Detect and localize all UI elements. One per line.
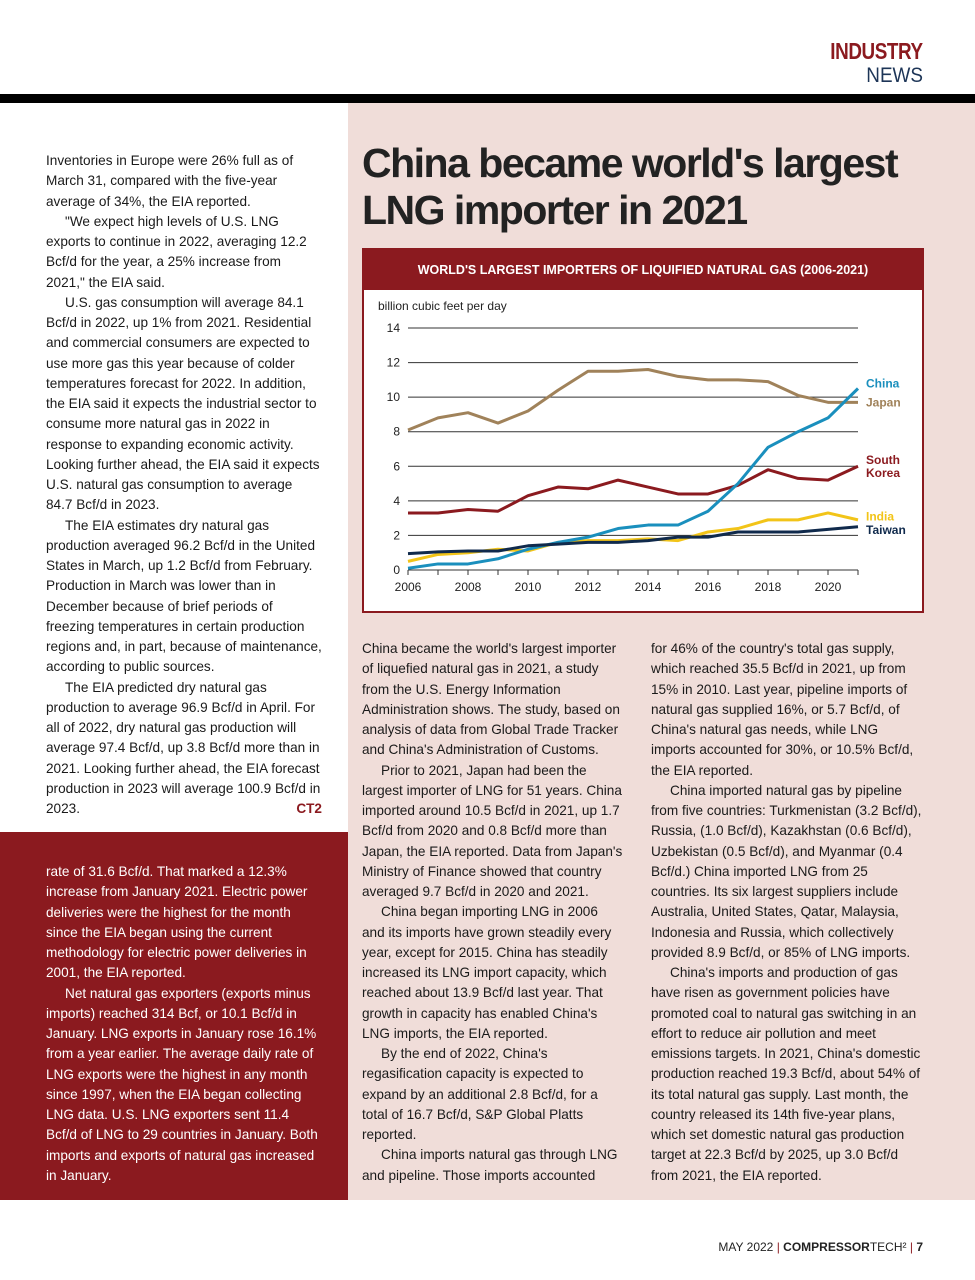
y-tick-label: 2 [393, 528, 400, 542]
legend-label: Korea [866, 466, 900, 480]
paragraph: By the end of 2022, China's regasificati… [362, 1046, 598, 1142]
chart-plot: billion cubic feet per day 0 2 4 6 8 10 12 14 200… [378, 299, 906, 594]
paragraph: Net natural gas exporters (exports minus… [46, 985, 318, 1183]
y-tick-label: 10 [387, 390, 401, 404]
paragraph: China became the world's largest importe… [362, 641, 620, 758]
header-rule [0, 94, 975, 103]
legend-label: India [866, 509, 894, 523]
x-tick-label: 2008 [455, 580, 482, 594]
y-tick-label: 12 [387, 356, 401, 370]
x-tick-label: 2012 [575, 580, 602, 594]
y-tick-label: 14 [387, 321, 401, 335]
article-title: China became world's largest LNG importe… [362, 140, 899, 233]
y-tick-label: 0 [393, 563, 400, 577]
brand-bold: COMPRESSOR [783, 1240, 870, 1254]
series-line-taiwan [407, 525, 859, 556]
paragraph: "We expect high levels of U.S. LNG expor… [46, 213, 307, 290]
series-line-south-korea [408, 464, 859, 515]
y-axis-label: billion cubic feet per day [378, 299, 507, 313]
paragraph: The EIA predicted dry natural gas produc… [46, 679, 321, 817]
x-tick-label: 2010 [515, 580, 542, 594]
right-column: for 46% of the country's total gas suppl… [651, 639, 925, 1186]
legend-label: Japan [866, 395, 901, 409]
paragraph: China imports natural gas through LNG an… [362, 1147, 618, 1183]
paragraph: China imported natural gas by pipeline f… [651, 782, 922, 960]
sidebar-text: rate of 31.6 Bcf/d. That marked a 12.3% … [46, 862, 322, 1186]
paragraph: rate of 31.6 Bcf/d. That marked a 12.3% … [46, 864, 308, 981]
issue-date: MAY 2022 [718, 1240, 774, 1254]
series-line-japan [407, 367, 858, 432]
sidebar-box [0, 832, 348, 1200]
left-column: Inventories in Europe were 26% full as o… [46, 151, 322, 819]
x-tick-label: 2006 [395, 580, 422, 594]
section-sublabel: NEWS [866, 64, 923, 87]
legend-label: Taiwan [866, 523, 906, 537]
paragraph: China's imports and production of gas ha… [651, 965, 921, 1183]
y-tick-label: 8 [393, 425, 400, 439]
paragraph: China began importing LNG in 2006 and it… [362, 904, 612, 1041]
series-line-china [407, 387, 860, 570]
x-tick-label: 2018 [755, 580, 782, 594]
y-tick-label: 6 [393, 459, 400, 473]
chart: WORLD'S LARGEST IMPORTERS OF LIQUIFIED N… [362, 248, 924, 613]
middle-column: China became the world's largest importe… [362, 639, 624, 1186]
page-number: 7 [916, 1240, 923, 1254]
brand-light: TECH² [869, 1240, 907, 1254]
legend-label: South [866, 453, 900, 467]
x-tick-label: 2016 [695, 580, 722, 594]
x-tick-label: 2014 [635, 580, 662, 594]
paragraph: Prior to 2021, Japan had been the larges… [362, 762, 623, 900]
paragraph: The EIA estimates dry natural gas produc… [46, 517, 322, 675]
x-tick-label: 2020 [815, 580, 842, 594]
y-tick-label: 4 [393, 494, 400, 508]
section-label: INDUSTRY [830, 38, 924, 64]
legend-label: China [866, 376, 900, 390]
paragraph: U.S. gas consumption will average 84.1 B… [46, 294, 320, 513]
series-line-india [407, 511, 859, 563]
paragraph: for 46% of the country's total gas suppl… [651, 641, 914, 778]
paragraph: Inventories in Europe were 26% full as o… [46, 153, 294, 209]
end-mark: CT2 [296, 801, 322, 816]
page-footer: MAY 2022 | COMPRESSORTECH² | 7 [718, 1240, 923, 1254]
chart-title: WORLD'S LARGEST IMPORTERS OF LIQUIFIED N… [364, 250, 922, 290]
